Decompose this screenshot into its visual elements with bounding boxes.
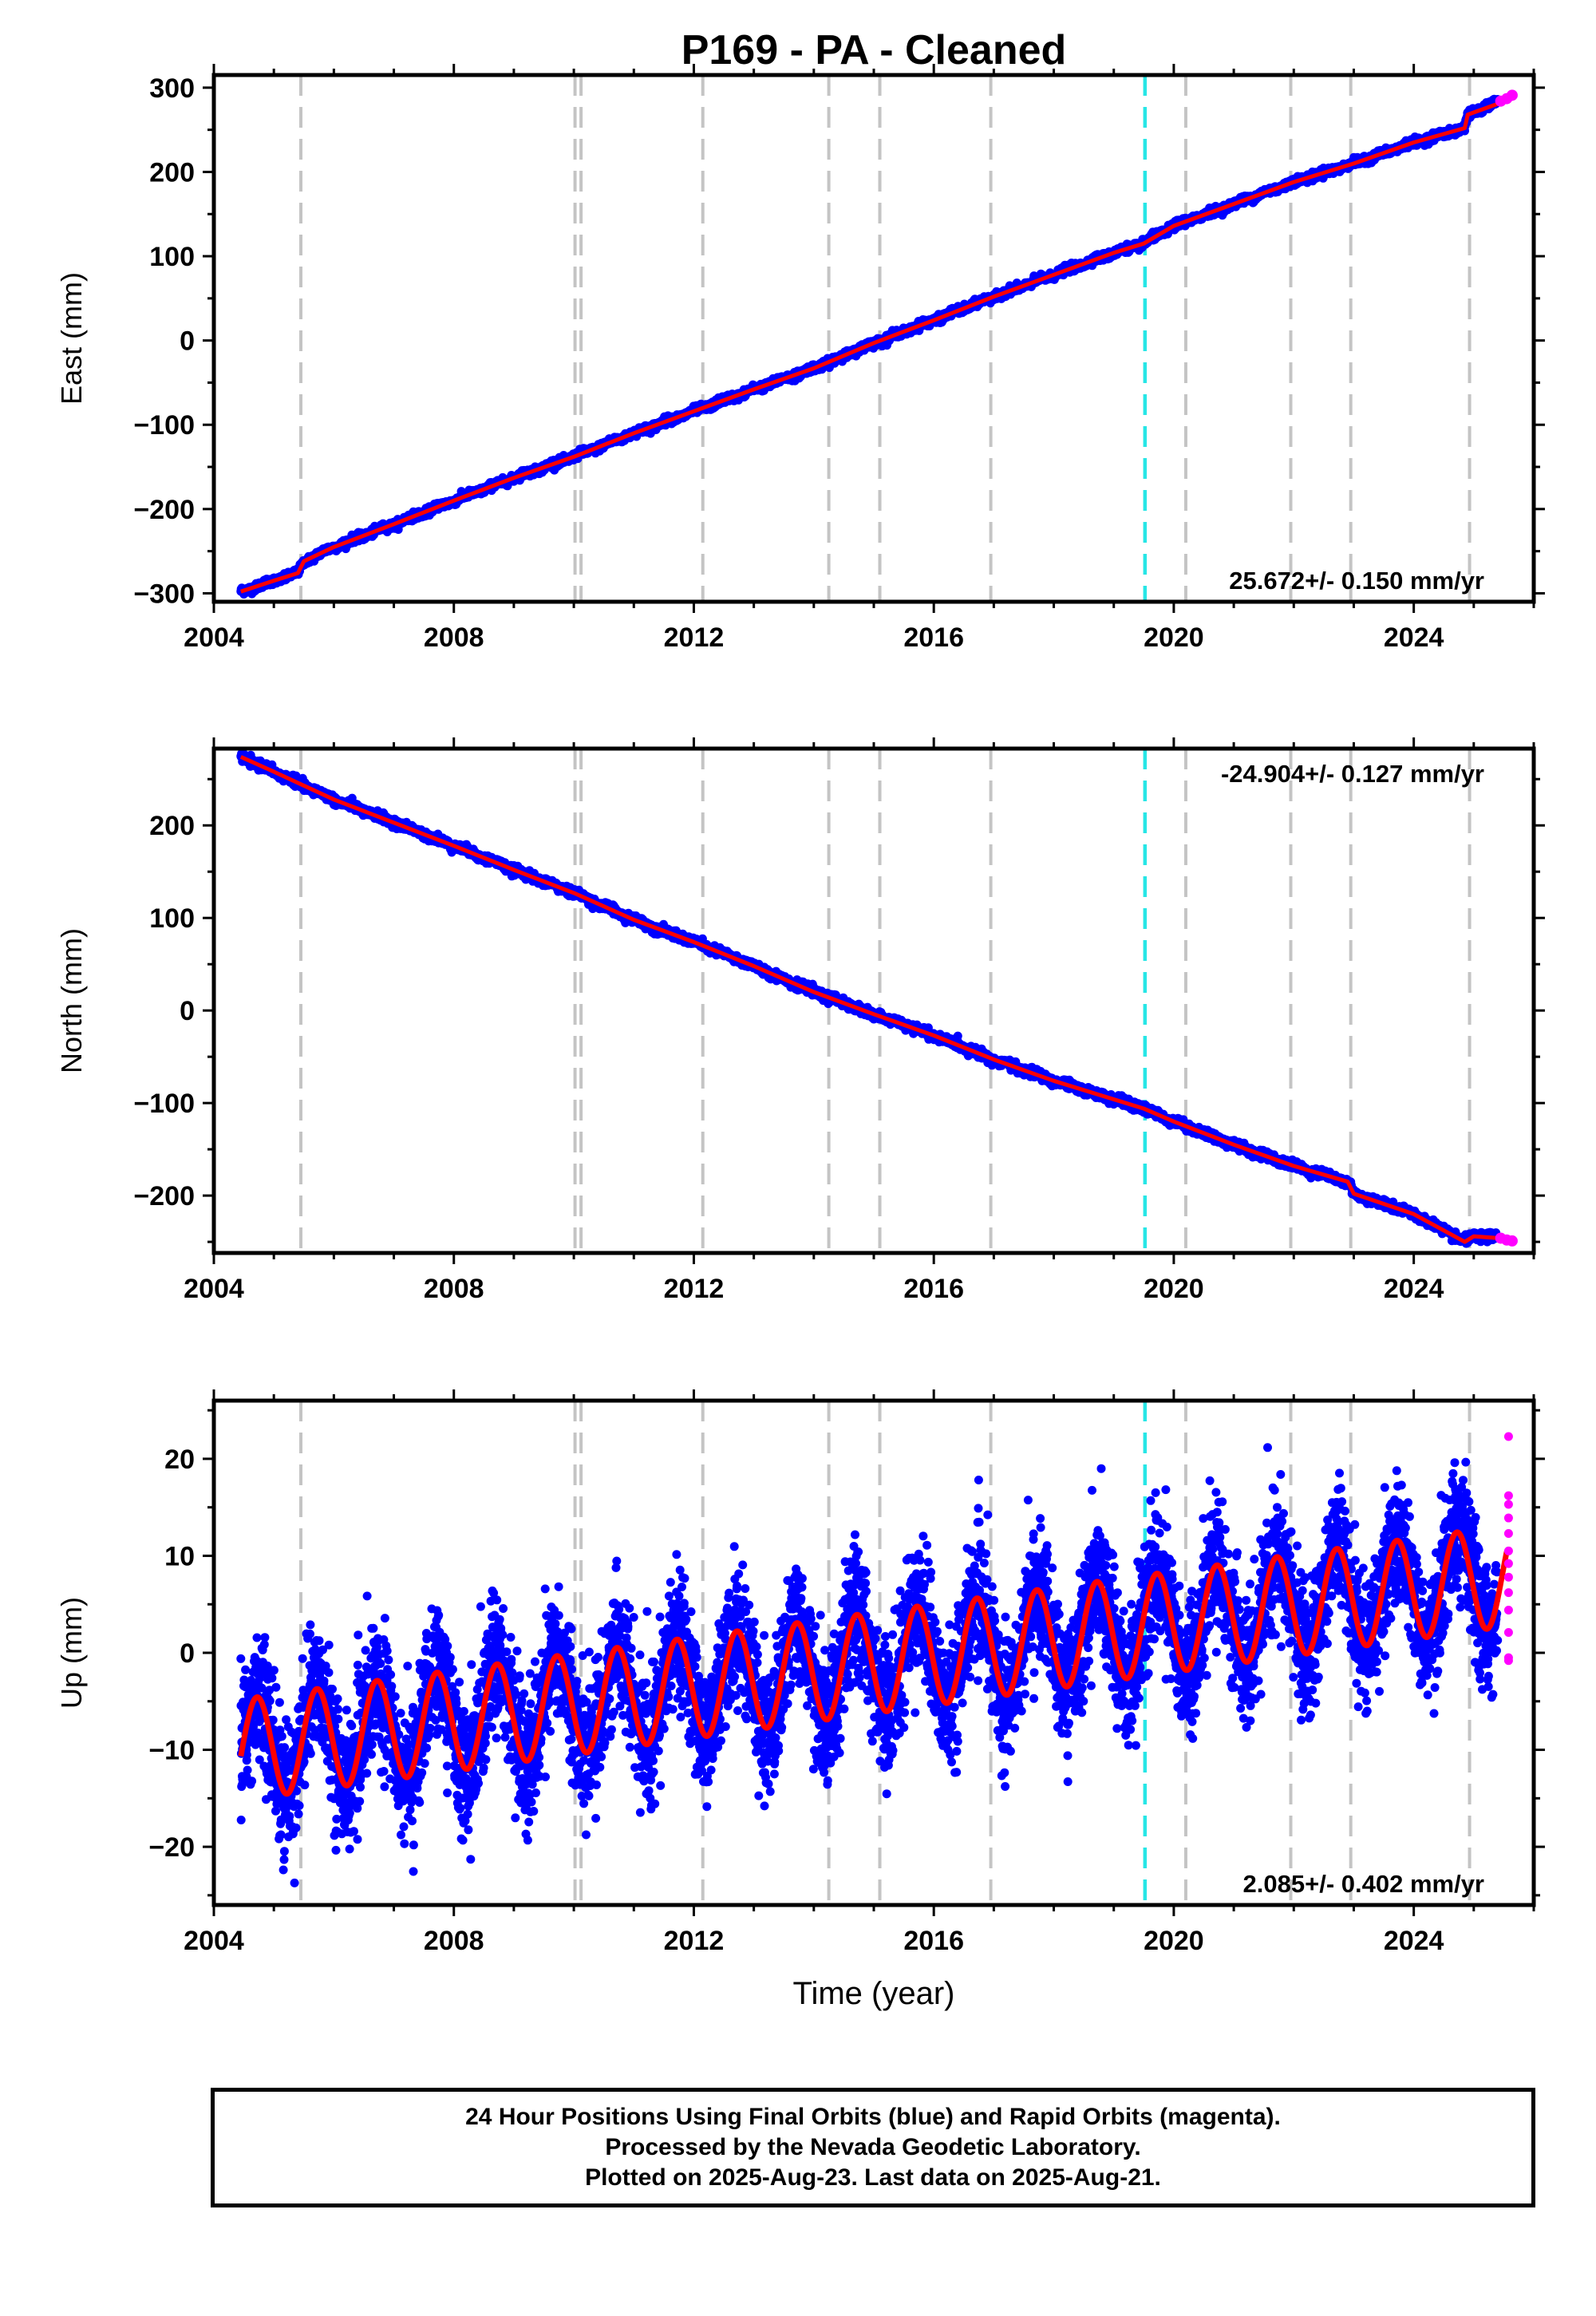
x-tick-label: 2020 (1144, 622, 1204, 653)
x-tick-label: 2008 (424, 622, 484, 653)
y-axis-label: East (mm) (55, 272, 88, 405)
model-line (240, 97, 1513, 594)
velocity-label: 25.672+/- 0.150 mm/yr (1229, 567, 1484, 595)
x-tick-label: 2024 (1384, 622, 1444, 653)
rapid-orbit-points (1495, 89, 1518, 107)
y-tick-label: −200 (133, 495, 195, 525)
y-tick-label: −300 (133, 579, 195, 609)
x-tick-label: 2012 (664, 622, 725, 653)
y-tick-label: 300 (149, 73, 195, 104)
plot-area (236, 749, 1518, 1253)
chart-title: P169 - PA - Cleaned (681, 27, 1067, 73)
y-tick-label: 0 (180, 326, 195, 357)
y-tick-label: 100 (149, 242, 195, 272)
rapid-orbit-point (1506, 89, 1518, 101)
plot-area (236, 75, 1518, 602)
panel-2: 2004 2008 2012 2016 2020 2024−200−1000100200N… (55, 737, 1545, 1304)
x-tick-label: 2016 (903, 622, 964, 653)
y-tick-label: 200 (149, 157, 195, 188)
x-tick-label: 2004 (184, 622, 244, 653)
y-tick-label: −100 (133, 410, 195, 441)
panel-1: 2004 2008 2012 2016 2020 2024 −300 −200 −100 0 100… (55, 64, 1545, 653)
